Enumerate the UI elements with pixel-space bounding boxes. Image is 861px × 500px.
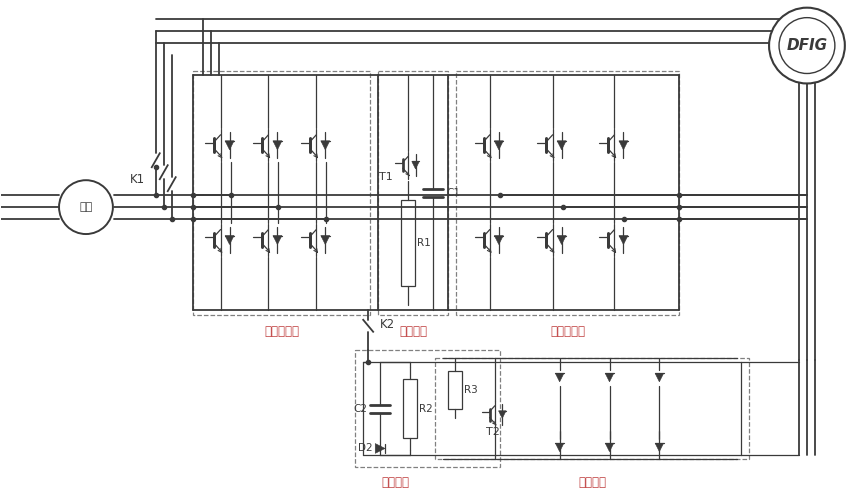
Polygon shape — [493, 141, 503, 150]
Bar — [400, 200, 414, 286]
Polygon shape — [320, 141, 330, 150]
Polygon shape — [375, 444, 385, 454]
Polygon shape — [225, 141, 234, 150]
Text: K2: K2 — [380, 318, 395, 332]
Text: 撬棒回路: 撬棒回路 — [578, 476, 605, 489]
Text: R2: R2 — [418, 404, 432, 413]
Polygon shape — [412, 162, 418, 169]
Polygon shape — [618, 141, 627, 150]
Bar — [355, 350, 499, 468]
Polygon shape — [604, 444, 613, 452]
Circle shape — [59, 180, 113, 234]
Text: C1: C1 — [445, 188, 460, 198]
Text: R1: R1 — [417, 238, 430, 248]
Text: D2: D2 — [357, 444, 372, 454]
Polygon shape — [654, 444, 663, 452]
Bar — [448, 371, 461, 410]
Polygon shape — [654, 374, 663, 382]
Polygon shape — [225, 236, 234, 244]
Text: R3: R3 — [463, 385, 477, 395]
Polygon shape — [498, 411, 505, 418]
Circle shape — [768, 8, 844, 84]
Text: 斩波电路: 斩波电路 — [399, 326, 426, 338]
Polygon shape — [273, 236, 282, 244]
Text: T2: T2 — [486, 428, 499, 438]
Polygon shape — [273, 141, 282, 150]
Bar — [455, 70, 678, 315]
Polygon shape — [556, 141, 566, 150]
Text: T1: T1 — [379, 172, 393, 182]
Bar — [378, 70, 448, 315]
Text: 电网: 电网 — [79, 202, 92, 212]
Polygon shape — [556, 236, 566, 244]
Text: 网侧变频器: 网侧变频器 — [263, 326, 299, 338]
Polygon shape — [554, 374, 563, 382]
Polygon shape — [320, 236, 330, 244]
Text: DFIG: DFIG — [785, 38, 827, 53]
Polygon shape — [554, 444, 563, 452]
Polygon shape — [618, 236, 627, 244]
Polygon shape — [493, 236, 503, 244]
Polygon shape — [604, 374, 613, 382]
Text: K1: K1 — [130, 172, 146, 186]
Bar — [435, 358, 748, 460]
Text: C2: C2 — [353, 404, 367, 413]
Bar — [403, 379, 417, 438]
Bar — [193, 70, 369, 315]
Text: 吸收回路: 吸收回路 — [381, 476, 409, 489]
Text: 机侧变频器: 机侧变频器 — [549, 326, 585, 338]
